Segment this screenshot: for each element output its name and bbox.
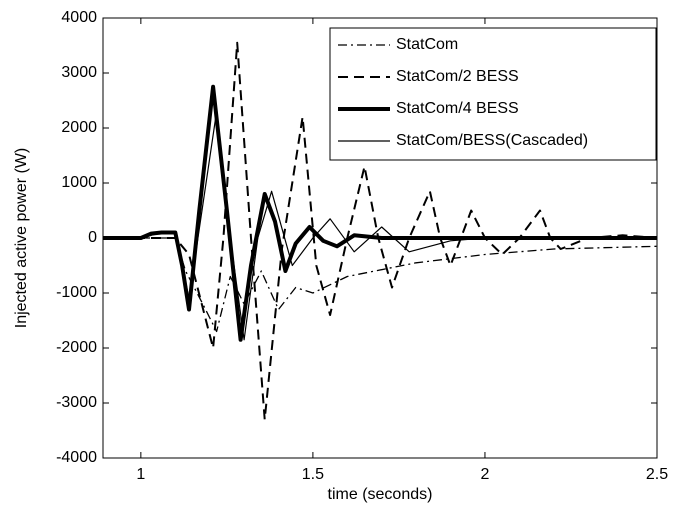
x-tick-label: 2.5 <box>646 466 668 483</box>
x-tick-label: 1 <box>136 466 145 483</box>
x-tick-label: 1.5 <box>302 466 324 483</box>
legend-label: StatCom/BESS(Cascaded) <box>396 132 588 149</box>
y-tick-label: 2000 <box>61 119 97 136</box>
legend-label: StatCom/2 BESS <box>396 68 519 85</box>
x-axis-label: time (seconds) <box>328 486 433 503</box>
legend-label: StatCom <box>396 36 458 53</box>
series-line <box>103 110 657 341</box>
legend: StatCom StatCom/2 BESS StatCom/4 BESS StatC… <box>329 27 657 161</box>
y-tick-label: 3000 <box>61 64 97 81</box>
x-tick-label: 2 <box>480 466 489 483</box>
y-tick-label: 0 <box>88 229 97 246</box>
y-tick-label: -3000 <box>56 394 97 411</box>
series-line <box>103 41 657 421</box>
y-tick-label: -2000 <box>56 339 97 356</box>
legend-box <box>329 27 657 161</box>
y-tick-label: -4000 <box>56 449 97 466</box>
legend-label: StatCom/4 BESS <box>396 100 519 117</box>
y-axis-label: Injected active power (W) <box>13 148 30 329</box>
y-tick-label: 4000 <box>61 9 97 26</box>
y-tick-label: 1000 <box>61 174 97 191</box>
y-tick-label: -1000 <box>56 284 97 301</box>
